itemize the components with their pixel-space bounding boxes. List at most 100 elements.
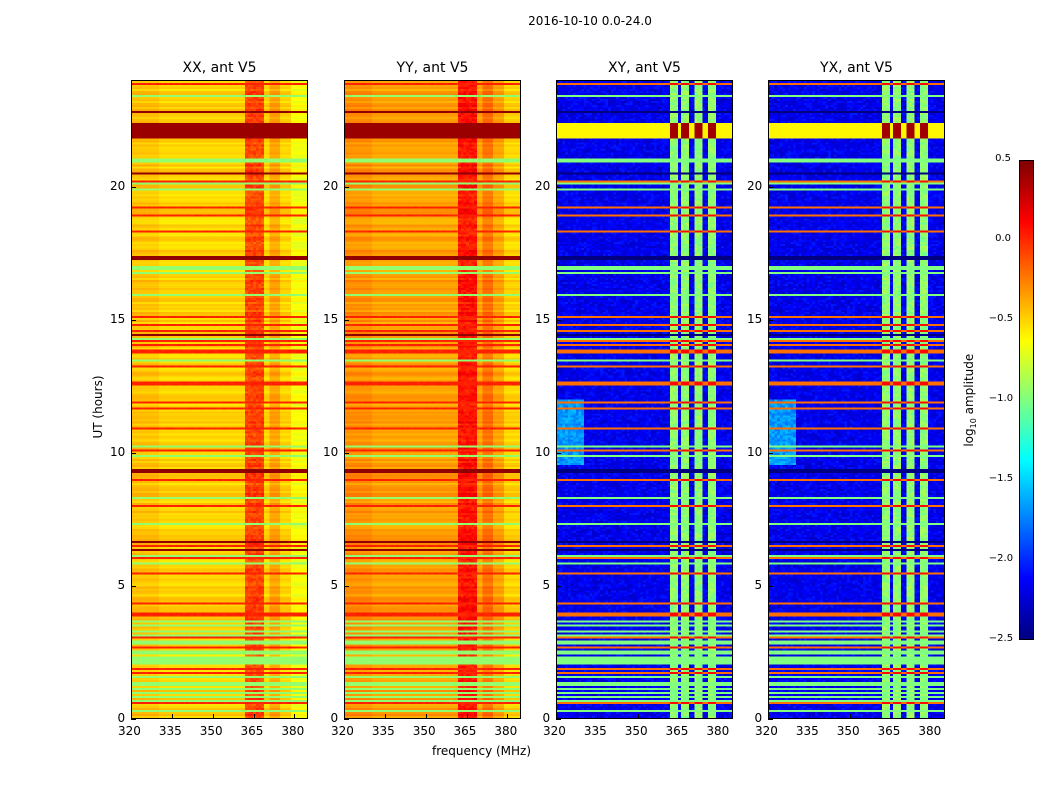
x-tick-mark [425, 714, 427, 719]
x-tick-label: 335 [795, 724, 819, 738]
colorbar-tick-label: −1.5 [988, 473, 1014, 484]
y-tick-label: 0 [542, 711, 551, 725]
y-tick-label: 0 [117, 711, 126, 725]
x-tick-mark [637, 714, 639, 719]
y-tick-label: 10 [747, 444, 763, 459]
y-tick-mark [556, 585, 561, 587]
x-tick-label: 380 [281, 724, 305, 738]
y-tick-label: 20 [535, 178, 551, 193]
colorbar-tick-label: −2.0 [988, 553, 1014, 564]
y-axis-label: UT (hours) [91, 375, 105, 439]
heatmap-cells [132, 81, 307, 718]
y-tick-label: 15 [323, 311, 339, 326]
y-tick-label: 5 [754, 577, 763, 592]
x-tick-label: 335 [371, 724, 395, 738]
colorbar-tick-label: −0.5 [988, 313, 1014, 324]
y-tick-mark [131, 319, 136, 321]
colorbar-tick-label: −1.0 [988, 393, 1014, 404]
x-tick-mark [768, 714, 769, 719]
x-tick-label: 350 [836, 724, 860, 738]
y-tick-label: 20 [323, 178, 339, 193]
x-tick-mark [384, 714, 386, 719]
x-tick-mark [466, 714, 468, 719]
y-tick-mark [131, 719, 136, 720]
y-tick-label: 5 [542, 577, 551, 592]
panel-title: XX, ant V5 [182, 60, 257, 76]
panel-title: YX, ant V5 [820, 60, 893, 76]
colorbar-tick-label: 0.0 [995, 233, 1011, 244]
y-tick-mark [131, 186, 136, 188]
colorbar-label: log10 amplitude [961, 353, 979, 447]
y-tick-mark [344, 585, 349, 587]
heatmap-cells [557, 81, 732, 718]
x-tick-mark [171, 714, 173, 719]
y-tick-label: 20 [110, 178, 126, 193]
x-tick-label: 365 [877, 724, 901, 738]
x-tick-label: 365 [240, 724, 264, 738]
x-tick-label: 335 [583, 724, 607, 738]
y-tick-mark [344, 319, 349, 321]
y-tick-mark [556, 719, 561, 720]
x-tick-mark [212, 714, 214, 719]
y-tick-mark [768, 186, 773, 188]
y-tick-mark [556, 186, 561, 188]
x-tick-label: 350 [624, 724, 648, 738]
y-tick-label: 0 [754, 711, 763, 725]
x-tick-mark [507, 714, 509, 719]
x-tick-mark [344, 714, 345, 719]
y-tick-mark [768, 452, 773, 454]
y-tick-mark [344, 719, 349, 720]
x-tick-label: 350 [199, 724, 223, 738]
x-tick-label: 320 [543, 724, 566, 738]
y-tick-label: 15 [110, 311, 126, 326]
x-tick-label: 320 [118, 724, 141, 738]
x-tick-mark [596, 714, 598, 719]
heatmap-panel-0: XX, ant V5 [131, 60, 308, 719]
x-axis-label: frequency (MHz) [432, 744, 532, 758]
x-tick-label: 350 [412, 724, 436, 738]
x-tick-label: 320 [331, 724, 354, 738]
x-tick-label: 380 [918, 724, 942, 738]
panel-title: XY, ant V5 [608, 60, 681, 76]
y-tick-label: 10 [535, 444, 551, 459]
heatmap-cells [345, 81, 520, 718]
x-tick-mark [678, 714, 680, 719]
y-tick-mark [131, 452, 136, 454]
heatmap-panel-1: YY, ant V5 [344, 60, 521, 719]
y-tick-mark [344, 452, 349, 454]
x-tick-mark [253, 714, 255, 719]
x-tick-mark [808, 714, 810, 719]
x-tick-label: 335 [158, 724, 182, 738]
y-tick-label: 0 [330, 711, 339, 725]
colorbar [1019, 160, 1034, 640]
x-tick-mark [890, 714, 892, 719]
y-tick-mark [131, 585, 136, 587]
y-tick-label: 15 [747, 311, 763, 326]
x-tick-mark [719, 714, 721, 719]
colorbar-tick-label: −2.5 [988, 633, 1014, 644]
y-tick-label: 10 [323, 444, 339, 459]
heatmap-panel-2: XY, ant V5 [556, 60, 733, 719]
heatmap-panel-3: YX, ant V5 [768, 60, 945, 719]
x-tick-mark [131, 714, 132, 719]
y-tick-mark [344, 186, 349, 188]
x-tick-mark [931, 714, 933, 719]
y-tick-label: 20 [747, 178, 763, 193]
figure-title: 2016-10-10 0.0-24.0 [528, 14, 652, 28]
x-tick-mark [294, 714, 296, 719]
colorbar-tick-label: 0.5 [995, 153, 1011, 164]
x-tick-mark [556, 714, 557, 719]
y-tick-label: 5 [117, 577, 126, 592]
y-tick-mark [768, 319, 773, 321]
y-tick-label: 10 [110, 444, 126, 459]
heatmap-cells [769, 81, 944, 718]
y-tick-mark [768, 585, 773, 587]
x-tick-label: 365 [665, 724, 689, 738]
y-tick-label: 15 [535, 311, 551, 326]
x-tick-mark [849, 714, 851, 719]
y-tick-label: 5 [330, 577, 339, 592]
x-tick-label: 380 [706, 724, 730, 738]
y-tick-mark [556, 319, 561, 321]
x-tick-label: 320 [755, 724, 778, 738]
